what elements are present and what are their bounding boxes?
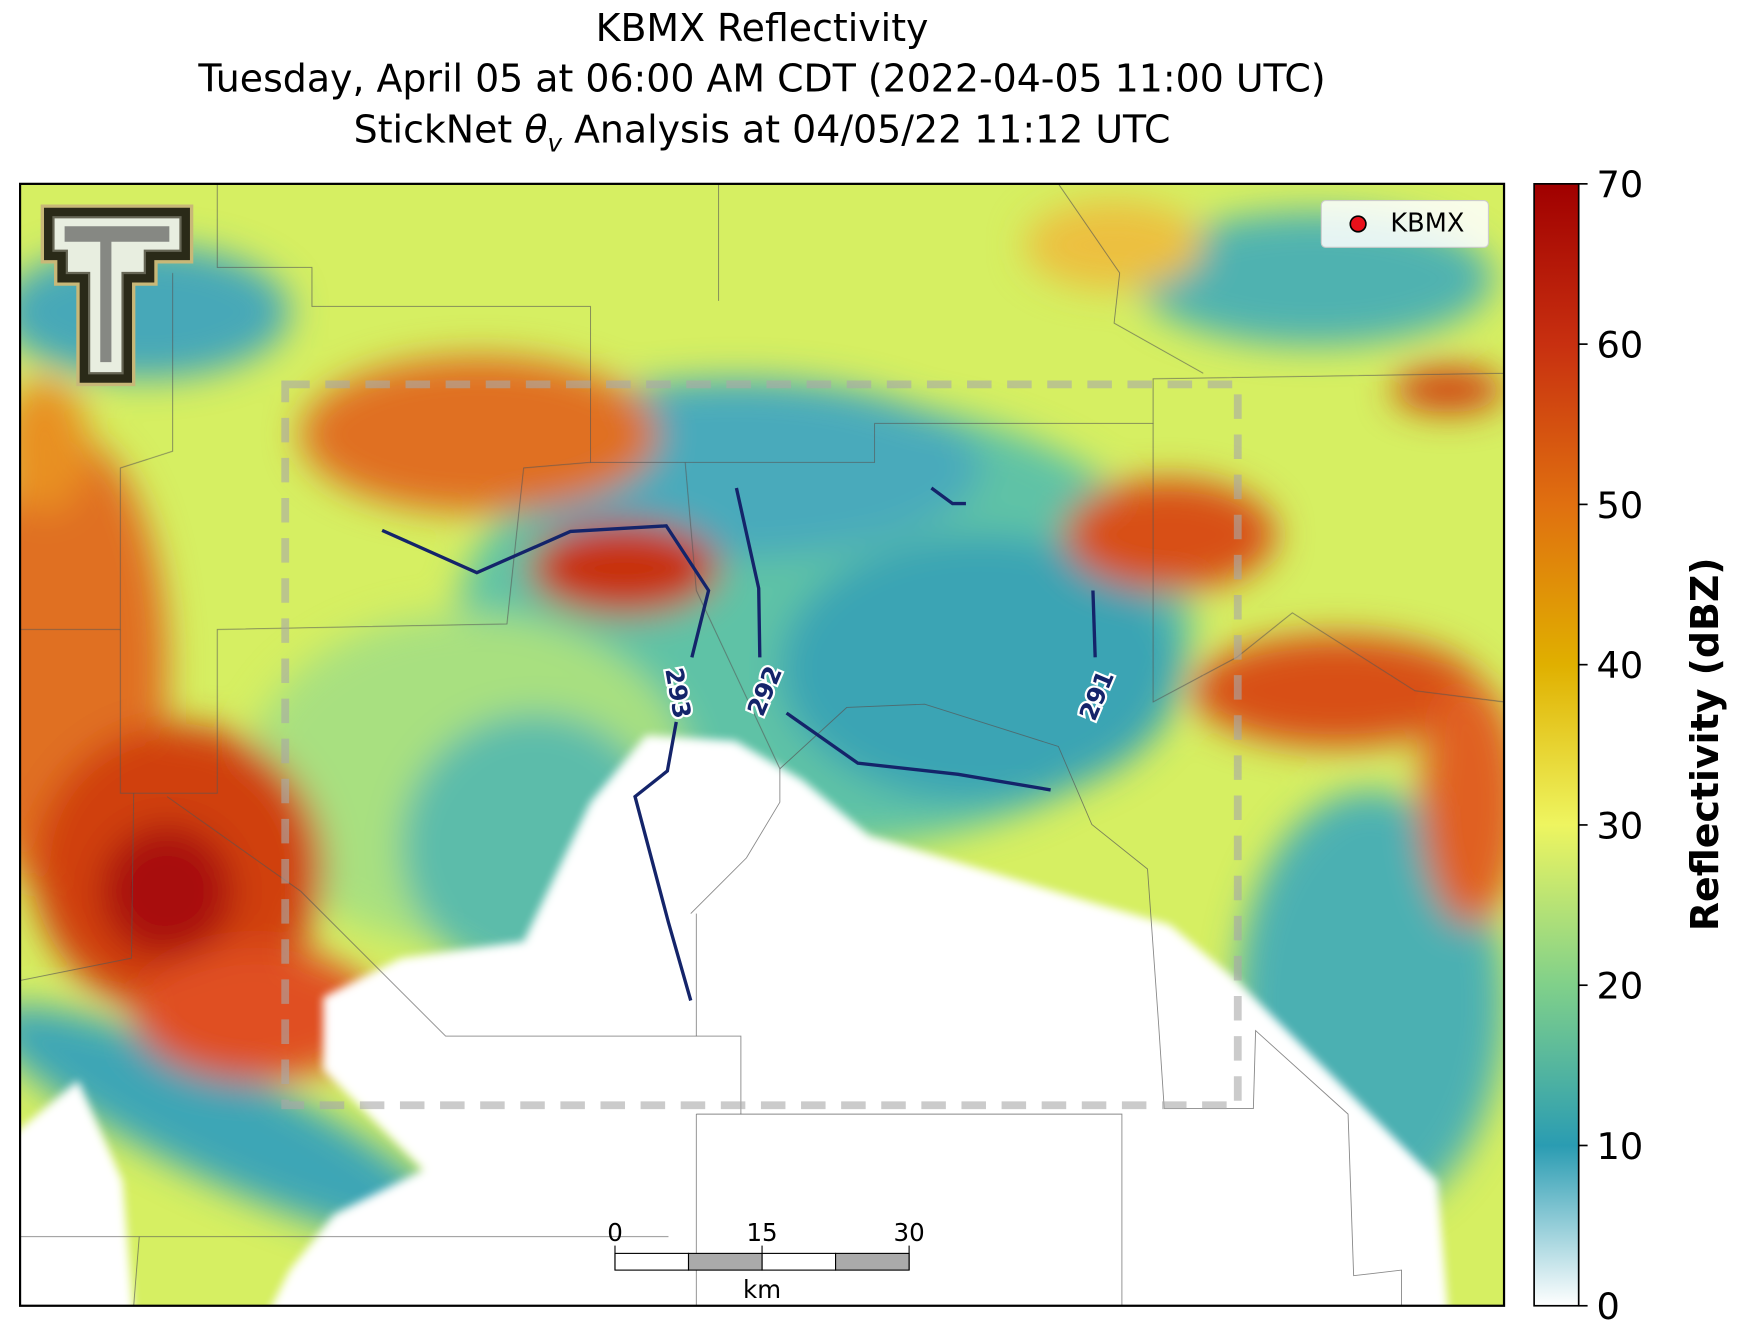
legend-marker	[1349, 215, 1367, 233]
scale-tick-label: 15	[746, 1218, 777, 1247]
contour-segment	[930, 486, 966, 506]
scale-unit: km	[743, 1275, 781, 1304]
contours	[381, 486, 1097, 1001]
colorbar-tick-label: 50	[1597, 484, 1644, 527]
title-line-3: StickNet θv Analysis at 04/05/22 11:12 U…	[354, 108, 1171, 158]
colorbar-label: Reflectivity (dBZ)	[1683, 557, 1727, 931]
scale-tick-label: 0	[607, 1218, 623, 1247]
title-symbol: θ	[524, 108, 547, 152]
scale-segment	[835, 1252, 910, 1271]
title-line-2: Tuesday, April 05 at 06:00 AM CDT (2022-…	[197, 56, 1325, 100]
scale-segment	[614, 1252, 690, 1271]
title-suffix: Analysis at 04/05/22 11:12 UTC	[562, 108, 1170, 152]
colorbar-tick-label: 10	[1597, 1125, 1644, 1168]
logo	[40, 204, 194, 387]
scale-segment	[687, 1252, 763, 1271]
scale-bar: 0 15 30 km	[607, 1218, 925, 1304]
colorbar-tick-label: 40	[1597, 644, 1644, 687]
contour-292	[785, 711, 1051, 792]
contour-291	[1091, 590, 1097, 658]
title-line-1: KBMX Reflectivity	[596, 6, 929, 50]
colorbar-tick-label: 70	[1597, 163, 1644, 206]
scale-tick-label: 30	[894, 1218, 925, 1247]
colorbar	[1533, 183, 1580, 1307]
colorbar-tick-label: 60	[1597, 323, 1644, 366]
county-lines	[20, 183, 1505, 1306]
analysis-domain	[281, 380, 1242, 1110]
legend-label: KBMX	[1390, 209, 1464, 239]
colorbar-ticks: 0 10 20 30 40 50 60 70	[1578, 163, 1644, 1328]
legend-box	[1320, 200, 1489, 248]
colorbar-tick-label: 30	[1597, 804, 1644, 847]
contour-293	[633, 721, 693, 1001]
title-subscript: v	[547, 129, 562, 158]
contour-292	[734, 487, 762, 658]
contour-293	[381, 524, 711, 658]
no-echo-region	[20, 735, 1448, 1306]
title-prefix: StickNet	[354, 108, 525, 152]
scale-segment	[761, 1252, 837, 1271]
colorbar-tick-label: 0	[1597, 1285, 1620, 1328]
map-frame	[18, 182, 1506, 1307]
colorbar-tick-label: 20	[1597, 965, 1644, 1008]
